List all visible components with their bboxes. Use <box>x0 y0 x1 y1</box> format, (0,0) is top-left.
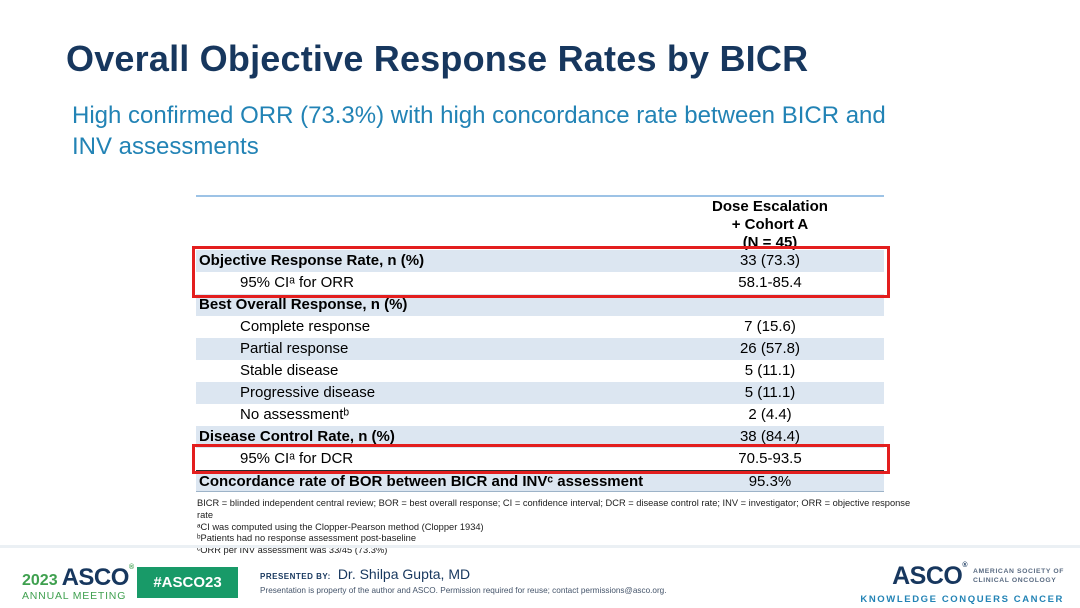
row-value: 5 (11.1) <box>744 384 796 401</box>
hashtag-badge: #ASCO23 <box>137 567 238 598</box>
presented-by-label: PRESENTED BY: <box>260 572 331 581</box>
table-header-spacer <box>196 197 656 250</box>
table-row: Complete response 7 (15.6) <box>196 316 884 338</box>
table-row: Best Overall Response, n (%) <box>196 294 884 316</box>
row-value: 26 (57.8) <box>739 340 801 357</box>
row-value: 5 (11.1) <box>744 362 796 379</box>
logo-year: 2023 <box>22 572 58 589</box>
row-label: Complete response <box>240 318 371 335</box>
table-row: Stable disease 5 (11.1) <box>196 360 884 382</box>
row-label: Disease Control Rate, n (%) <box>199 428 395 445</box>
footnote-c: ᶜORR per INV assessment was 33/45 (73.3%… <box>197 545 388 556</box>
table-column-header: Dose Escalation + Cohort A (N = 45) <box>712 198 828 251</box>
row-value: 38 (84.4) <box>739 428 801 445</box>
registered-mark-icon: ® <box>962 562 968 569</box>
asco-org-name: AMERICAN SOCIETY OF CLINICAL ONCOLOGY <box>973 568 1064 584</box>
table-row: Objective Response Rate, n (%) 33 (73.3) <box>196 250 884 272</box>
presented-by-block: PRESENTED BY: Dr. Shilpa Gupta, MD Prese… <box>260 566 667 595</box>
row-value: 33 (73.3) <box>739 252 801 269</box>
row-label: Best Overall Response, n (%) <box>199 296 408 313</box>
footer-divider <box>0 545 1080 548</box>
row-value: 70.5-93.5 <box>738 450 802 467</box>
presenter-name: Dr. Shilpa Gupta, MD <box>337 566 471 582</box>
slide-subtitle: High confirmed ORR (73.3%) with high con… <box>72 102 886 160</box>
footnote-a: ᵃCI was computed using the Clopper-Pears… <box>197 521 484 532</box>
logo-asco-text: ASCO® <box>61 564 134 591</box>
table-row: Disease Control Rate, n (%) 38 (84.4) <box>196 426 884 448</box>
row-value: 95.3% <box>748 473 792 490</box>
table-row: Progressive disease 5 (11.1) <box>196 382 884 404</box>
registered-mark-icon: ® <box>128 564 134 571</box>
table-row: Partial response 26 (57.8) <box>196 338 884 360</box>
copyright-disclaimer: Presentation is property of the author a… <box>260 586 667 595</box>
footnotes: BICR = blinded independent central revie… <box>197 498 917 557</box>
row-value: 58.1-85.4 <box>738 274 802 291</box>
asco-society-logo: ASCO® AMERICAN SOCIETY OF CLINICAL ONCOL… <box>860 562 1064 605</box>
row-label: Progressive disease <box>240 384 376 401</box>
row-label: 95% CIᵃ for DCR <box>240 450 354 467</box>
table-row: Concordance rate of BOR between BICR and… <box>196 470 884 492</box>
table-row: 95% CIᵃ for DCR 70.5-93.5 <box>196 448 884 470</box>
page-title: Overall Objective Response Rates by BICR <box>66 38 809 79</box>
asco-tagline: KNOWLEDGE CONQUERS CANCER <box>860 594 1064 605</box>
footnote-b: ᵇPatients had no response assessment pos… <box>197 533 417 544</box>
logo-annual-meeting: ANNUAL MEETING <box>22 590 127 602</box>
row-label: Concordance rate of BOR between BICR and… <box>199 473 644 490</box>
table-row: 95% CIᵃ for ORR 58.1-85.4 <box>196 272 884 294</box>
row-label: Stable disease <box>240 362 339 379</box>
row-label: 95% CIᵃ for ORR <box>240 274 354 291</box>
row-label: Partial response <box>240 340 349 357</box>
row-value <box>656 294 884 316</box>
footnote-abbreviations: BICR = blinded independent central revie… <box>197 498 911 520</box>
table-row: No assessmentᵇ 2 (4.4) <box>196 404 884 426</box>
asco-annual-meeting-logo: 2023 ASCO® ANNUAL MEETING <box>22 564 134 602</box>
results-table: Dose Escalation + Cohort A (N = 45) Obje… <box>196 195 884 492</box>
row-value: 7 (15.6) <box>744 318 796 335</box>
row-value: 2 (4.4) <box>748 406 792 423</box>
asco-logo-text: ASCO® <box>892 562 968 590</box>
row-label: No assessmentᵇ <box>240 406 350 423</box>
table-header-row: Dose Escalation + Cohort A (N = 45) <box>196 195 884 251</box>
row-label: Objective Response Rate, n (%) <box>199 252 425 269</box>
